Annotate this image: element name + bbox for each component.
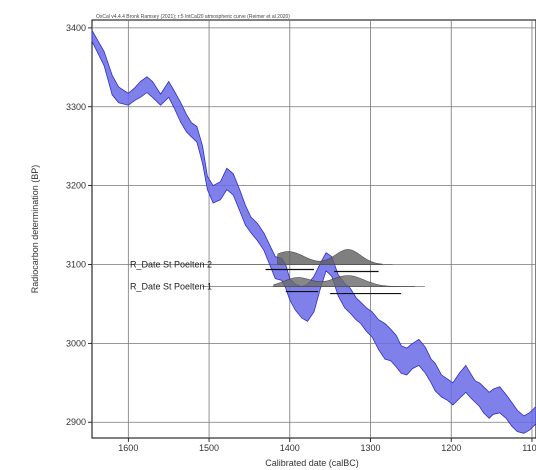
calibration-band (91, 28, 536, 434)
y-tick-label-4: 3300 (66, 102, 86, 112)
x-tick-label-1: 1500 (199, 443, 219, 453)
date-label-1: R_Date St Poelten 2 (130, 259, 212, 269)
x-tick-label-3: 1300 (360, 443, 380, 453)
y-tick-label-5: 3400 (66, 23, 86, 33)
date-distribution-1 (277, 249, 383, 265)
y-axis-title: Radiocarbon determination (BP) (30, 165, 40, 294)
x-tick-label-4: 1200 (441, 443, 461, 453)
x-axis-title: Calibrated date (calBC) (265, 458, 359, 468)
y-tick-label-0: 2900 (66, 417, 86, 427)
y-tick-label-3: 3200 (66, 181, 86, 191)
x-tick-label-0: 1600 (118, 443, 138, 453)
y-tick-label-2: 3100 (66, 259, 86, 269)
y-tick-label-1: 3000 (66, 338, 86, 348)
header-note: OxCal v4.4.4 Bronk Ramsey (2021); r:5 In… (96, 14, 290, 20)
calibration-curve (91, 28, 536, 434)
x-tick-label-2: 1400 (280, 443, 300, 453)
x-tick-label-5: 1100 (522, 443, 536, 453)
axis-ticks: 1600 1500 1400 1300 1200 1100 2900 3000 3100 3200… (66, 23, 536, 453)
date-distributions: R_Date St Poelten 2 R_Date St Poelten 1 (130, 249, 425, 295)
date-label-2: R_Date St Poelten 1 (130, 282, 212, 292)
